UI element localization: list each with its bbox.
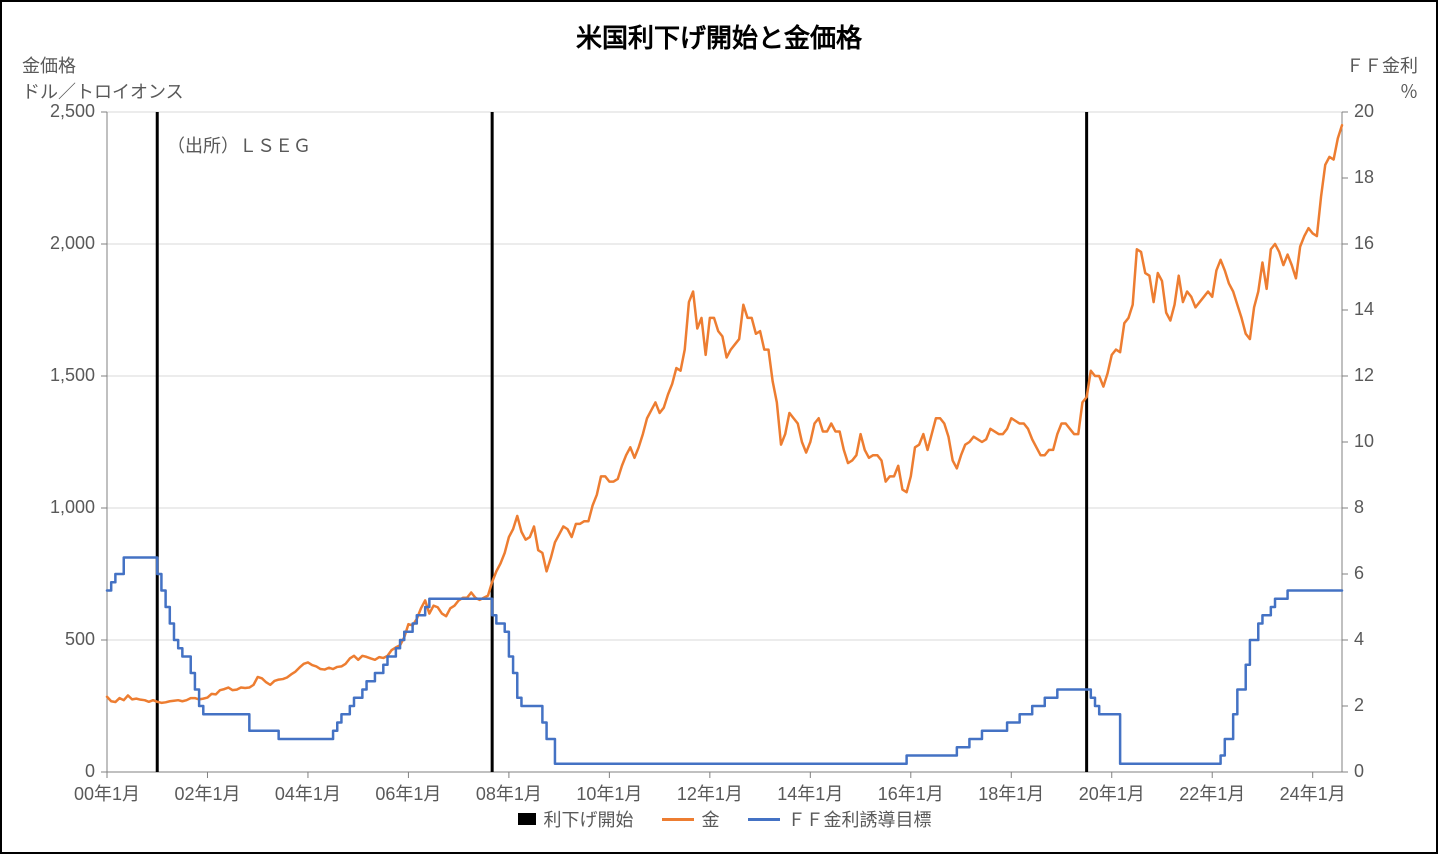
legend-line-icon	[748, 818, 780, 821]
gold-line	[107, 125, 1342, 703]
legend-item: 利下げ開始	[518, 806, 634, 832]
legend-label: 金	[702, 806, 720, 832]
chart-frame: 米国利下げ開始と金価格 金価格ドル／トロイオンスＦＦ金利％（出所）ＬＳＥＧ050…	[0, 0, 1438, 854]
chart-plot	[2, 2, 1438, 856]
legend-line-icon	[662, 818, 694, 821]
legend-bar-icon	[518, 813, 536, 825]
ff-line	[107, 558, 1342, 764]
legend-label: 利下げ開始	[544, 806, 634, 832]
legend-label: ＦＦ金利誘導目標	[788, 806, 932, 832]
legend-item: ＦＦ金利誘導目標	[748, 806, 932, 832]
legend: 利下げ開始 金 ＦＦ金利誘導目標	[518, 806, 932, 832]
legend-item: 金	[662, 806, 720, 832]
